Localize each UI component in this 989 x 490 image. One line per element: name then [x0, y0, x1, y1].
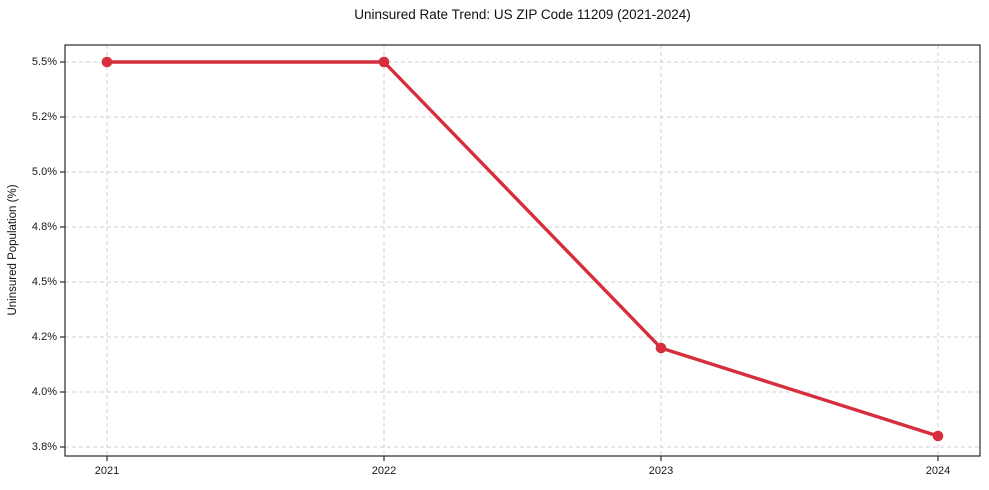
y-tick-label: 4.8% — [31, 221, 57, 233]
data-point-marker — [655, 342, 667, 354]
axis-spines — [64, 44, 981, 457]
x-tick-label: 2023 — [648, 465, 674, 477]
y-tick-label: 5.0% — [31, 166, 57, 178]
y-tick-label: 5.5% — [31, 56, 57, 68]
y-tick-label: 5.2% — [31, 111, 57, 123]
data-point-marker — [378, 56, 390, 68]
y-tick-label: 4.0% — [31, 386, 57, 398]
data-point-marker — [101, 56, 113, 68]
y-tick-label: 4.2% — [31, 331, 57, 343]
x-tick-label: 2024 — [925, 465, 951, 477]
y-tick-label: 4.5% — [31, 276, 57, 288]
chart-title: Uninsured Rate Trend: US ZIP Code 11209 … — [354, 7, 691, 22]
data-point-marker — [932, 430, 944, 442]
x-tick-label: 2021 — [94, 465, 120, 477]
x-tick-label: 2022 — [371, 465, 397, 477]
y-tick-label: 3.8% — [31, 441, 57, 453]
trend-line — [105, 60, 940, 438]
